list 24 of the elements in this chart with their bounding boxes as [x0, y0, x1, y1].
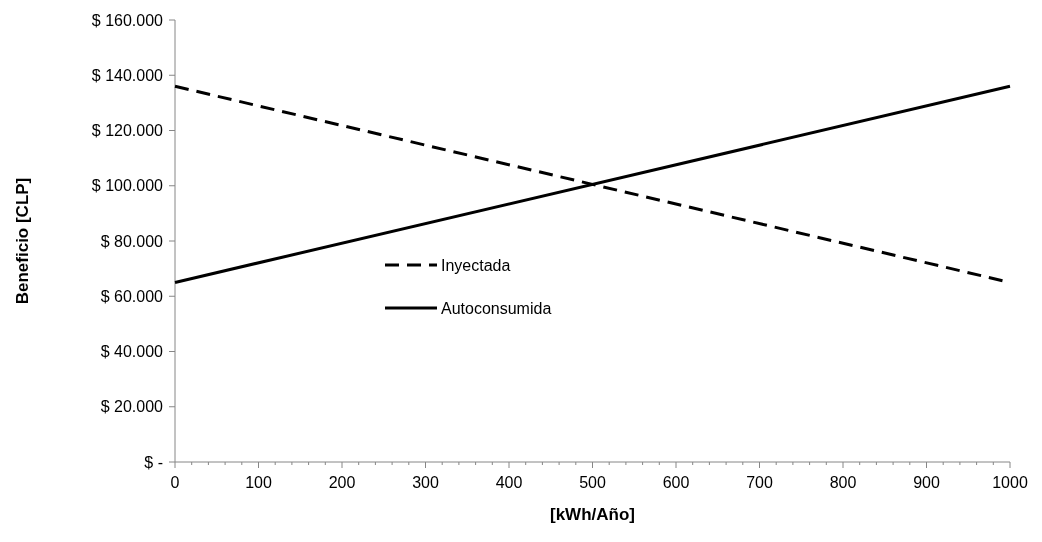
- x-tick-label: 800: [829, 474, 857, 491]
- x-tick-label: 300: [412, 474, 439, 491]
- x-tick-label: 900: [913, 474, 940, 491]
- x-tick-label: 600: [662, 474, 690, 491]
- x-tick-label: 500: [579, 474, 606, 491]
- y-tick-label: $ 40.000: [100, 343, 164, 361]
- y-tick-label: $ 20.000: [100, 398, 164, 416]
- legend-label: Autoconsumida: [441, 299, 552, 317]
- x-tick-label: 400: [495, 474, 523, 491]
- x-tick-label: 700: [746, 474, 773, 491]
- y-tick-label: $ 140.000: [91, 66, 164, 84]
- x-axis-title: [kWh/Año]: [550, 505, 635, 524]
- y-tick-label: $ 80.000: [100, 232, 164, 250]
- x-tick-label: 1000: [992, 474, 1028, 491]
- x-tick-label: 200: [328, 474, 356, 491]
- y-tick-label: $ -: [144, 453, 163, 471]
- y-tick-label: $ 160.000: [91, 11, 164, 29]
- x-tick-label: 0: [170, 474, 180, 491]
- y-tick-label: $ 120.000: [91, 122, 164, 140]
- y-axis-title: Beneficio [CLP]: [13, 177, 32, 305]
- y-tick-label: $ 60.000: [100, 287, 164, 305]
- x-tick-label: 100: [245, 474, 272, 491]
- legend-label: Inyectada: [441, 256, 511, 274]
- y-tick-label: $ 100.000: [91, 177, 164, 195]
